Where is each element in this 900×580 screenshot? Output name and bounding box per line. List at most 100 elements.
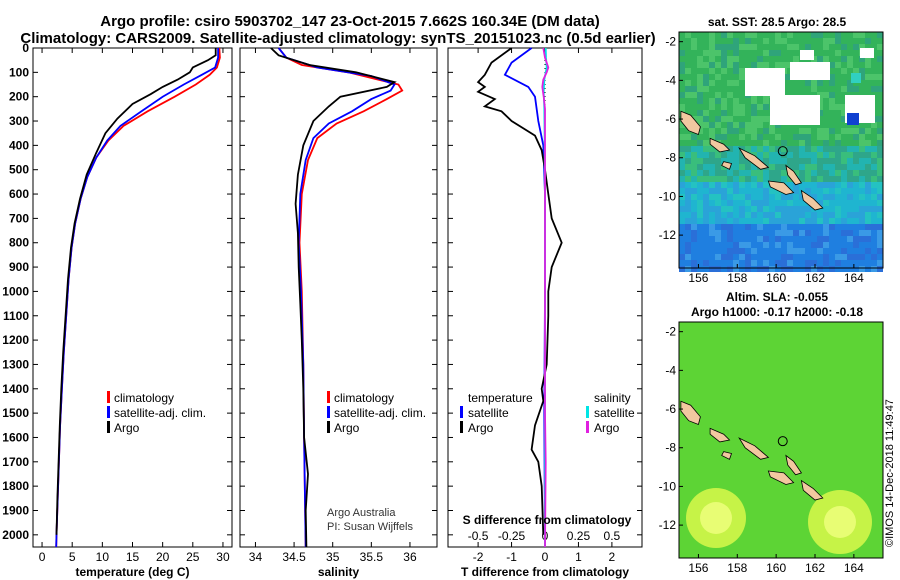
sst-pixel: [847, 38, 853, 44]
sst-pixel: [775, 260, 781, 266]
sst-pixel: [679, 200, 685, 206]
sst-pixel: [745, 218, 751, 224]
sst-pixel: [715, 260, 721, 266]
sst-pixel: [781, 32, 787, 38]
sst-pixel: [835, 98, 841, 104]
legend-t-argo: Argo: [468, 421, 494, 435]
sst-pixel: [727, 68, 733, 74]
sst-pixel: [691, 200, 697, 206]
sst-map: 156 158 160 162 164 -2 -4 -6 -8 -10 -12: [659, 31, 884, 285]
x-tick-label: 25: [186, 550, 200, 564]
sst-pixel: [787, 44, 793, 50]
sst-pixel: [733, 230, 739, 236]
sst-pixel: [871, 260, 877, 266]
sst-pixel: [703, 158, 709, 164]
sst-pixel: [679, 80, 685, 86]
sst-pixel: [703, 92, 709, 98]
sst-pixel: [715, 158, 721, 164]
sst-pixel: [835, 200, 841, 206]
sst-pixel: [727, 230, 733, 236]
sst-pixel: [715, 152, 721, 158]
sst-pixel: [769, 254, 775, 260]
series-line-salinity-argo: [541, 47, 550, 548]
sst-pixel: [745, 182, 751, 188]
sst-pixel: [877, 230, 883, 236]
sst-pixel: [829, 122, 835, 128]
sst-pixel: [871, 188, 877, 194]
sst-pixel: [763, 44, 769, 50]
sst-pixel: [871, 164, 877, 170]
sst-pixel: [691, 170, 697, 176]
sst-pixel: [859, 122, 865, 128]
sst-pixel: [715, 122, 721, 128]
sst-pixel: [775, 206, 781, 212]
sst-pixel: [835, 128, 841, 134]
sst-pixel: [721, 224, 727, 230]
sst-pixel: [793, 146, 799, 152]
legend-s-argo: Argo: [594, 421, 620, 435]
sst-pixel: [841, 206, 847, 212]
sst-pixel: [751, 32, 757, 38]
legend-swatch-t-argo: [460, 421, 463, 433]
sst-pixel: [775, 128, 781, 134]
sst-pixel: [859, 206, 865, 212]
sst-pixel: [829, 38, 835, 44]
sst-pixel: [685, 170, 691, 176]
sst-pixel: [871, 74, 877, 80]
sst-pixel: [829, 164, 835, 170]
sst-pixel: [697, 260, 703, 266]
sst-pixel: [799, 80, 805, 86]
sst-pixel: [721, 128, 727, 134]
sst-pixel: [781, 158, 787, 164]
sst-pixel: [871, 68, 877, 74]
sst-pixel: [817, 218, 823, 224]
sst-pixel: [877, 146, 883, 152]
sst-pixel: [691, 164, 697, 170]
sst-pixel: [703, 254, 709, 260]
sst-pixel: [685, 92, 691, 98]
sst-pixel: [859, 164, 865, 170]
sst-pixel: [745, 32, 751, 38]
sst-pixel: [709, 86, 715, 92]
sst-pixel: [679, 56, 685, 62]
sst-pixel: [697, 266, 703, 272]
y-tick-label: 200: [9, 90, 29, 104]
sst-pixel: [745, 266, 751, 272]
sst-pixel: [685, 248, 691, 254]
legend-t-satellite: satellite: [468, 406, 509, 420]
sst-pixel: [847, 266, 853, 272]
sst-pixel: [721, 212, 727, 218]
sst-pixel: [781, 254, 787, 260]
legend-argo: Argo: [334, 421, 360, 435]
sst-pixel: [751, 254, 757, 260]
sst-pixel: [835, 182, 841, 188]
sst-pixel: [817, 50, 823, 56]
sst-pixel: [733, 242, 739, 248]
sst-pixel: [769, 248, 775, 254]
sst-pixel: [757, 50, 763, 56]
sst-pixel: [823, 170, 829, 176]
sst-pixel: [709, 266, 715, 272]
sst-pixel: [703, 266, 709, 272]
sst-pixel: [721, 266, 727, 272]
sst-pixel: [739, 128, 745, 134]
sst-pixel: [829, 230, 835, 236]
sst-pixel: [817, 266, 823, 272]
sst-pixel: [835, 68, 841, 74]
sst-pixel: [823, 164, 829, 170]
sst-pixel: [787, 260, 793, 266]
sst-pixel: [829, 92, 835, 98]
sst-pixel: [685, 140, 691, 146]
sst-pixel: [787, 212, 793, 218]
sst-pixel: [739, 212, 745, 218]
salinity-legend: climatology satellite-adj. clim. Argo: [327, 391, 426, 435]
sst-pixel: [811, 158, 817, 164]
x-axis-label: salinity: [318, 565, 360, 579]
sst-pixel: [841, 248, 847, 254]
sst-pixel: [739, 92, 745, 98]
sst-pixel: [697, 242, 703, 248]
sst-pixel: [835, 122, 841, 128]
sst-pixel: [691, 32, 697, 38]
sst-pixel: [721, 116, 727, 122]
sst-pixel: [817, 188, 823, 194]
